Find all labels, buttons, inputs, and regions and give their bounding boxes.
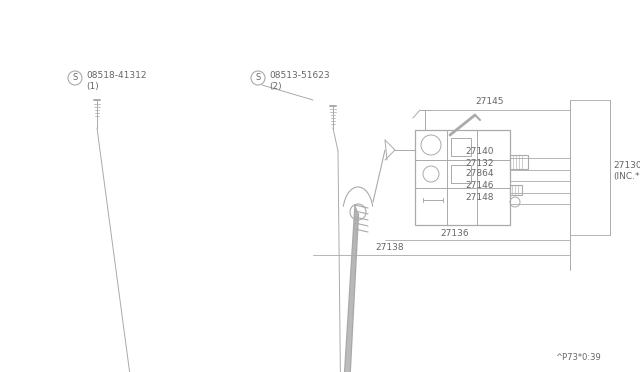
- Bar: [451, 138, 471, 156]
- Text: 27145: 27145: [475, 97, 504, 106]
- Text: S: S: [72, 74, 77, 83]
- Text: 27146: 27146: [465, 182, 493, 190]
- Text: 08518-41312: 08518-41312: [86, 71, 147, 80]
- Text: (2): (2): [269, 83, 282, 92]
- Bar: [451, 165, 471, 183]
- Text: 27136: 27136: [440, 228, 468, 237]
- Text: 08513-51623: 08513-51623: [269, 71, 330, 80]
- Text: 27130: 27130: [613, 160, 640, 170]
- Bar: [510, 185, 522, 195]
- Text: S: S: [255, 74, 260, 83]
- Text: ^P73*0:39: ^P73*0:39: [555, 353, 601, 362]
- Text: 27132: 27132: [465, 158, 493, 167]
- Bar: [415, 130, 510, 225]
- Text: 27864: 27864: [465, 170, 493, 179]
- Text: 27140: 27140: [465, 147, 493, 155]
- Text: (1): (1): [86, 83, 99, 92]
- Text: 27138: 27138: [375, 244, 404, 253]
- Text: (INC.*): (INC.*): [613, 173, 640, 182]
- Bar: [510, 155, 528, 169]
- Text: 27148: 27148: [465, 192, 493, 202]
